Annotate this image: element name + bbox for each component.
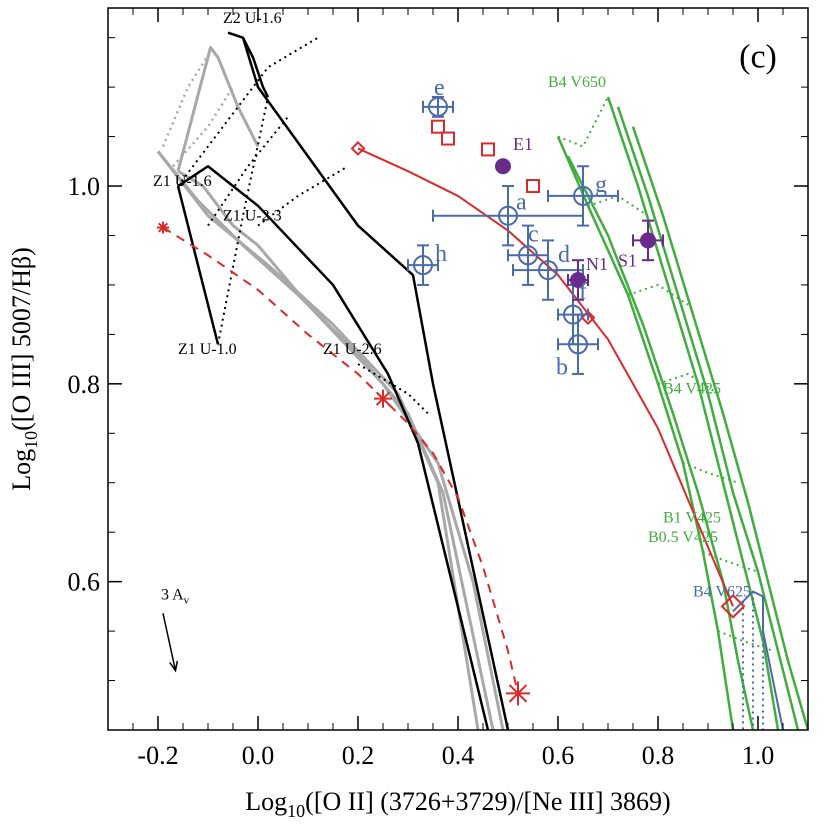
y-title-pre: Log — [7, 449, 36, 491]
x-axis-title: Log10([O II] (3726+3729)/[Ne III] 3869) — [245, 787, 670, 821]
green-model-line — [566, 155, 755, 730]
x-tick-label: 0.4 — [442, 741, 475, 770]
black-model-label: Z1 U-1.6 — [153, 173, 212, 190]
av-label-main: 3 A — [161, 586, 184, 603]
x-title-sub: 10 — [287, 801, 305, 821]
red-star-marker — [374, 389, 392, 408]
red-square-marker — [526, 179, 540, 194]
red-square-marker — [441, 131, 455, 146]
blue-point-label: d — [558, 242, 570, 268]
blue-data-point — [407, 244, 439, 286]
black-model-label: Z2 U-1.6 — [223, 10, 282, 27]
blue-model-line — [732, 590, 784, 730]
gray-model-line — [156, 150, 480, 730]
x-title-pre: Log — [245, 787, 287, 816]
extinction-arrow — [162, 613, 179, 673]
red-diamond-marker — [350, 141, 366, 156]
purple-data-point — [495, 158, 511, 175]
purple-data-point — [567, 259, 589, 301]
y-axis-title: Log10([O III] 5007/Hβ) — [7, 247, 41, 491]
black-model-line — [177, 164, 490, 730]
black-model-label: Z1 U-1.0 — [178, 341, 237, 358]
axes-layer: -0.2 0.0 0.2 0.4 0.6 0.8 1.0 0.6 0.8 1.0 — [68, 8, 809, 770]
y-tick-label: 0.8 — [68, 370, 101, 399]
black-model-dotted — [257, 165, 349, 227]
green-model-label: B0.5 V425 — [648, 529, 718, 546]
black-model-label: Z1 U-2.6 — [323, 341, 382, 358]
blue-data-point — [512, 239, 584, 301]
black-model-line — [241, 37, 510, 730]
green-model-label: B4 V425 — [663, 381, 721, 398]
green-model-dotted — [627, 283, 689, 306]
blue-point-label: g — [595, 172, 607, 198]
blue-point-label: b — [556, 354, 568, 380]
data-marks-layer — [157, 96, 746, 706]
x-tick-label: 0.2 — [342, 741, 375, 770]
model-lines-layer — [156, 31, 808, 730]
red-star-marker — [506, 681, 530, 706]
black-model-line — [227, 31, 270, 98]
av-label-sub: v — [184, 594, 190, 606]
blue-point-label: a — [516, 190, 527, 216]
x-tick-label: 0.8 — [642, 741, 675, 770]
purple-data-point — [632, 219, 664, 262]
blue-model-label: B4 V625 — [693, 583, 751, 600]
green-model-label: B1 V425 — [663, 509, 721, 526]
green-model-dotted — [557, 96, 609, 148]
blue-data-point — [557, 313, 599, 375]
black-model-dotted — [217, 96, 269, 345]
x-tick-label: 0.6 — [542, 741, 575, 770]
black-model-dotted — [177, 36, 319, 187]
red-diamond-marker — [720, 593, 746, 619]
x-tick-label: 0.0 — [242, 741, 275, 770]
y-tick-label: 1.0 — [68, 172, 101, 201]
x-title-post: ([O II] (3726+3729)/[Ne III] 3869) — [305, 787, 671, 816]
x-tick-label: 1.0 — [742, 741, 775, 770]
plot-frame — [107, 7, 809, 731]
gray-model-dotted — [172, 86, 235, 168]
extinction-arrow-label: 3 Av — [161, 586, 190, 606]
gray-model-line — [176, 46, 260, 172]
y-tick-label: 0.6 — [68, 568, 101, 597]
purple-point-label: N1 — [586, 254, 608, 274]
red-square-marker — [431, 119, 445, 134]
red-model-dashed — [162, 226, 519, 694]
black-model-line — [176, 185, 220, 345]
x-tick-label: -0.2 — [137, 741, 178, 770]
blue-data-point — [547, 165, 619, 227]
purple-point-label: E1 — [513, 134, 533, 154]
black-model-label: Z1 U-2.3 — [223, 208, 282, 225]
green-model-line — [631, 126, 808, 730]
green-model-dotted — [657, 372, 719, 395]
red-model-curve — [357, 147, 734, 607]
blue-point-label: h — [435, 241, 447, 267]
red-square-marker — [481, 142, 495, 157]
red-star-marker — [157, 221, 169, 234]
green-model-line — [616, 106, 800, 730]
y-title-sub: 10 — [21, 431, 41, 449]
panel-label: (c) — [739, 38, 777, 75]
green-model-line — [606, 96, 780, 730]
black-model-dotted — [357, 363, 429, 415]
gray-model-line — [156, 150, 495, 730]
purple-point-label: S1 — [618, 250, 637, 270]
gray-model-line — [177, 169, 505, 730]
annotation-labels-layer: e a g cd h f b E1 N1 S1 Z2 U-1.6 Z1 U-1.6 Z1 U-2.3 Z1… — [153, 10, 751, 673]
green-model-line — [556, 136, 735, 730]
y-title-post: ([O III] 5007/Hβ) — [7, 247, 36, 431]
blue-point-label: e — [434, 75, 445, 101]
blue-point-label: f — [579, 279, 587, 305]
blue-point-label: c — [528, 221, 539, 247]
green-model-label: B4 V650 — [548, 74, 606, 91]
blue-data-point — [422, 96, 454, 118]
